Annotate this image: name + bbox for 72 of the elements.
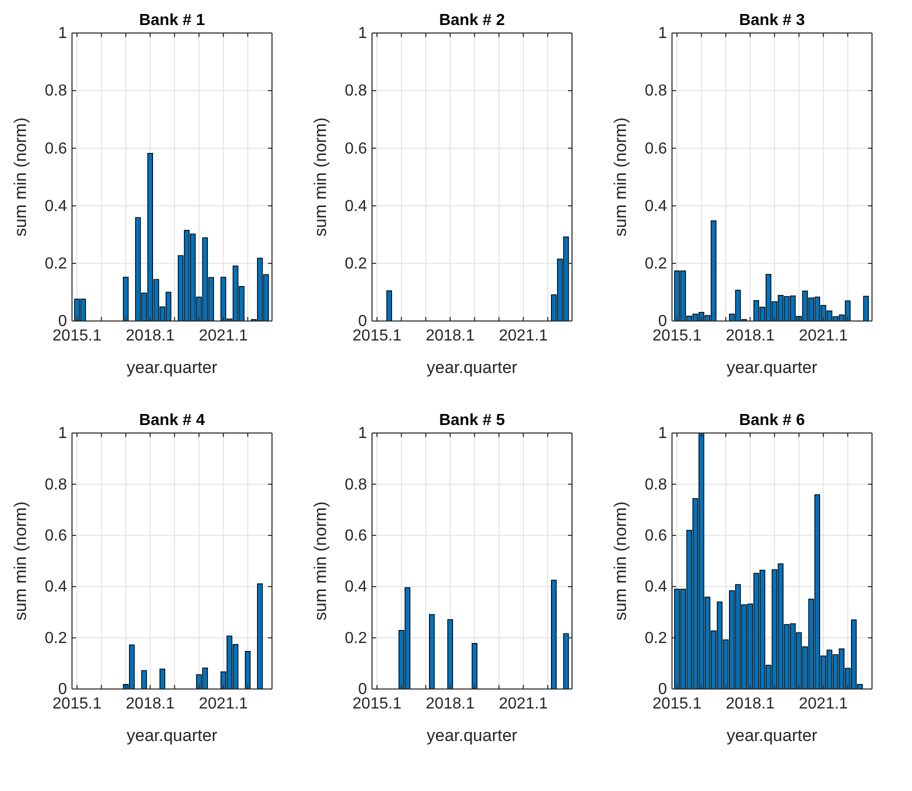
y-tick-label: 0.4 [44,198,68,215]
x-tick-label: 2018.1 [726,327,775,344]
y-tick-label: 0.6 [344,528,368,545]
y-tick-label: 0.2 [344,256,368,273]
y-tick-label: 1 [358,25,368,42]
y-tick-label: 0.8 [344,476,368,494]
y-tick-label: 0.6 [344,140,368,158]
y-tick-label: 0.6 [44,140,68,158]
y-axis-title: sum min (norm) [611,117,630,237]
bar [863,296,869,322]
bar [429,614,435,690]
y-axis-title: sum min (norm) [311,501,330,621]
y-tick-label: 0.2 [44,256,68,273]
y-tick-label: 0.8 [44,82,68,100]
x-axis-title: year.quarter [726,358,818,377]
y-tick-label: 0.6 [644,528,668,545]
y-tick-label: 1 [58,425,68,442]
x-axis-title: year.quarter [126,726,218,745]
y-tick-label: 0.2 [344,630,368,647]
chart-title: Bank # 6 [739,412,806,429]
y-tick-label: 1 [358,425,368,442]
x-tick-label: 2021.1 [498,327,548,344]
x-tick-label: 2021.1 [798,327,848,344]
bar [141,670,147,690]
x-tick-label: 2018.1 [126,327,175,344]
y-tick-label: 0.4 [344,578,368,596]
y-tick-label: 0.4 [44,578,68,596]
y-tick-label: 0.8 [44,476,68,494]
y-tick-label: 0.2 [644,256,668,273]
y-axis-title: sum min (norm) [311,117,330,237]
chart-title: Bank # 5 [439,412,506,429]
bar [563,633,569,690]
x-tick-label: 2021.1 [198,327,248,344]
x-tick-label: 2018.1 [426,327,475,344]
chart-title: Bank # 4 [139,412,206,429]
y-tick-label: 0.8 [644,82,668,100]
bar [160,668,166,690]
x-axis-title: year.quarter [126,358,218,377]
x-axis-title: year.quarter [426,358,518,377]
chart-title: Bank # 3 [739,12,806,29]
y-tick-label: 0.8 [344,82,368,100]
bar [386,290,392,322]
x-tick-label: 2021.1 [498,695,548,712]
x-tick-label: 2018.1 [426,695,475,712]
y-tick-label: 0.4 [644,198,668,215]
y-axis-title: sum min (norm) [11,117,30,237]
y-tick-label: 1 [658,25,668,42]
y-tick-label: 0.2 [44,630,68,647]
x-axis-title: year.quarter [726,726,818,745]
y-tick-label: 0.6 [644,140,668,158]
y-tick-label: 0.8 [644,476,668,494]
y-tick-label: 0.2 [644,630,668,647]
bar [122,276,129,322]
bar [257,583,263,690]
y-tick-label: 0.6 [44,528,68,545]
bar [472,643,478,690]
x-tick-label: 2018.1 [726,695,775,712]
y-axis-title: sum min (norm) [611,501,630,621]
y-tick-label: 1 [58,25,68,42]
x-tick-label: 2021.1 [798,695,848,712]
y-tick-label: 0.4 [644,578,668,596]
x-tick-label: 2021.1 [198,695,248,712]
chart-title: Bank # 1 [139,12,206,29]
bar [244,650,251,690]
x-tick-label: 2018.1 [126,695,175,712]
bar [447,619,454,690]
bar [550,580,557,690]
y-tick-label: 0.4 [344,198,368,215]
y-tick-label: 1 [658,425,668,442]
chart-title: Bank # 2 [439,12,506,29]
y-axis-title: sum min (norm) [11,501,30,621]
x-axis-title: year.quarter [426,726,518,745]
